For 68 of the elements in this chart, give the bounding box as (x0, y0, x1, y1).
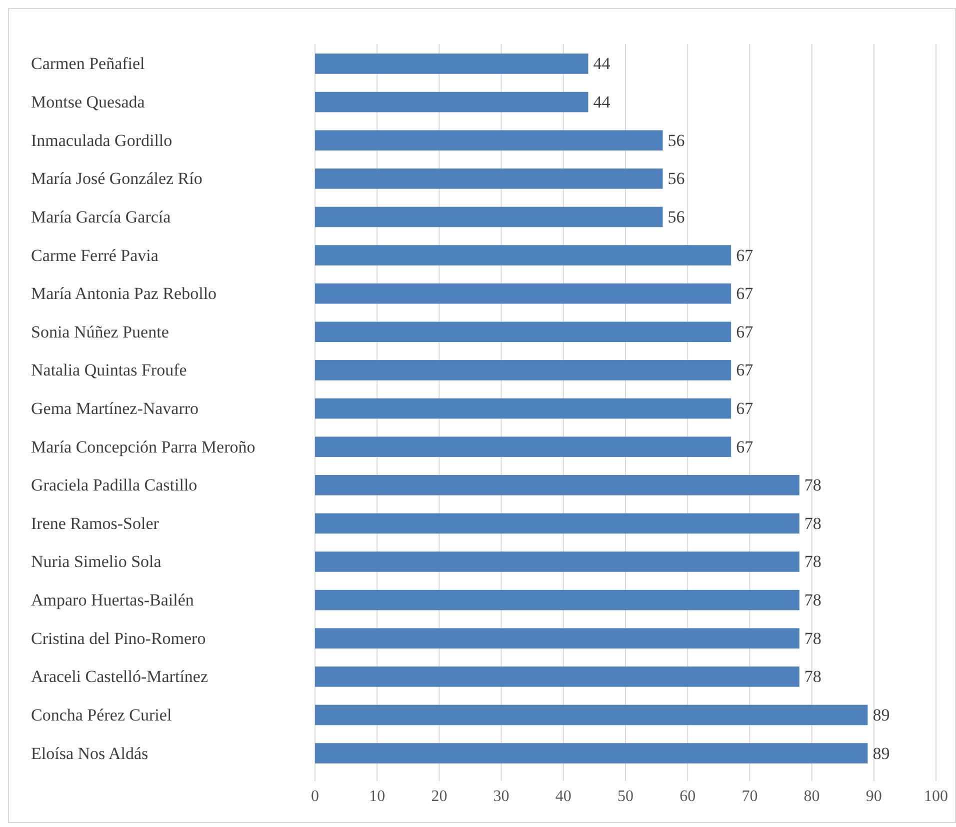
bar (315, 704, 868, 726)
bar (315, 92, 588, 112)
data-label: 67 (736, 246, 754, 265)
bar (315, 590, 800, 610)
x-tick-label: 90 (866, 788, 882, 805)
data-label: 67 (736, 322, 754, 342)
bar (315, 168, 663, 189)
y-tick-label: Concha Pérez Curiel (31, 705, 172, 724)
x-tick-label: 80 (804, 788, 820, 805)
y-tick-label: Montse Quesada (31, 92, 146, 112)
y-tick-label: María García García (31, 207, 172, 226)
data-label: 78 (804, 552, 822, 572)
y-tick-label: Nuria Simelio Sola (31, 552, 162, 572)
y-tick-label: María José González Río (31, 169, 202, 188)
x-tick-label: 0 (311, 788, 319, 805)
bar (315, 552, 800, 572)
data-label: 67 (736, 360, 754, 380)
y-tick-label: Carmen Peñafiel (31, 54, 146, 74)
data-label: 78 (804, 628, 822, 648)
bar (315, 54, 588, 74)
y-tick-label: María Concepción Parra Meroño (31, 437, 256, 456)
bar (315, 513, 800, 534)
y-tick-label: Graciela Padilla Castillo (31, 476, 198, 495)
bar (315, 283, 732, 304)
bar (315, 130, 663, 150)
data-label: 89 (872, 705, 890, 724)
data-label: 44 (593, 92, 611, 112)
x-tick-label: 10 (369, 788, 386, 805)
y-tick-label: María Antonia Paz Rebollo (31, 284, 217, 304)
y-tick-label: Carme Ferré Pavia (31, 246, 159, 265)
data-label: 78 (804, 590, 822, 610)
bar (315, 322, 732, 342)
data-label: 78 (804, 476, 822, 495)
data-label: 56 (668, 207, 685, 226)
y-tick-label: Araceli Castelló-Martínez (31, 667, 208, 686)
data-label: 78 (804, 667, 822, 686)
data-label: 44 (593, 54, 611, 74)
data-label: 89 (872, 744, 890, 763)
x-tick-label: 70 (742, 788, 758, 805)
y-tick-label: Natalia Quintas Froufe (31, 360, 187, 380)
x-tick-label: 30 (493, 788, 510, 805)
y-tick-label: Inmaculada Gordillo (31, 130, 172, 150)
x-tick-label: 100 (924, 788, 948, 805)
data-label: 56 (668, 169, 685, 188)
y-tick-label: Amparo Huertas-Bailén (31, 590, 194, 610)
bar (315, 245, 732, 266)
data-label: 78 (804, 514, 822, 533)
bar (315, 360, 732, 380)
bar (315, 474, 800, 496)
bar (315, 398, 732, 419)
y-tick-label: Sonia Núñez Puente (31, 322, 169, 342)
data-label: 56 (668, 130, 685, 150)
data-label: 67 (736, 399, 754, 418)
x-tick-label: 50 (618, 788, 634, 805)
x-tick-label: 20 (431, 788, 448, 805)
bar (315, 743, 868, 764)
data-label: 67 (736, 437, 754, 456)
bar (315, 206, 663, 228)
y-tick-label: Eloísa Nos Aldás (31, 744, 148, 763)
data-label: 67 (736, 284, 754, 304)
x-tick-label: 60 (680, 788, 696, 805)
bar (315, 628, 800, 648)
y-tick-label: Cristina del Pino-Romero (31, 628, 206, 648)
y-tick-label: Irene Ramos-Soler (31, 514, 160, 533)
x-tick-label: 40 (555, 788, 572, 805)
bar (315, 666, 800, 687)
bar (315, 436, 732, 457)
y-tick-label: Gema Martínez-Navarro (31, 399, 199, 418)
